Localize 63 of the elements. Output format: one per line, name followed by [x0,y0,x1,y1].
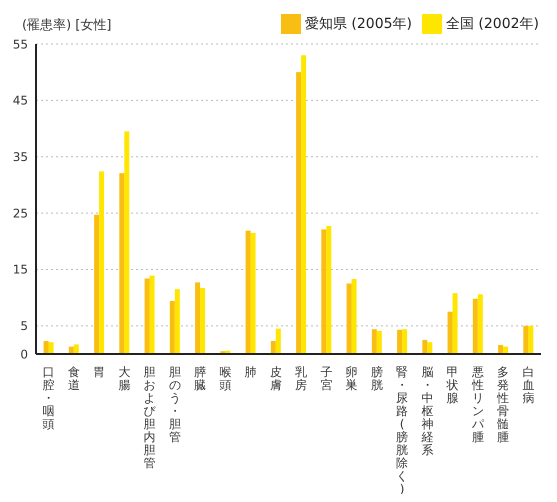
bar [397,330,402,354]
bar [352,279,357,354]
bar [523,326,528,354]
bar [427,342,432,354]
x-tick-label: 膀胱 [370,365,383,392]
bar [402,329,408,354]
bar [270,341,276,354]
bar [346,284,352,354]
x-tick-label: 喉頭 [219,365,232,392]
bar [200,288,206,354]
bar [422,340,428,354]
y-tick-label: 35 [12,150,28,164]
chart-title: (罹患率) [女性] [22,17,112,34]
x-tick-label: 胆および胆内胆管 [144,365,157,470]
bar [448,312,453,354]
bar [296,72,302,354]
x-tick-label: 子宮 [320,365,332,392]
bar [195,282,200,354]
x-tick-label: 卵巣 [346,365,358,392]
bar [170,301,175,354]
bar [472,298,478,354]
bar [144,278,150,354]
bar [99,171,104,354]
bar [376,330,382,354]
bar [326,226,332,354]
bar [452,293,458,354]
x-tick-label: 食道 [68,365,80,392]
bar [478,294,483,354]
y-tick-label: 5 [20,319,28,334]
x-tick-label: 白血病 [522,365,534,405]
bar [124,131,130,354]
y-tick-label: 25 [12,206,28,220]
x-tick-label: 乳房 [295,365,308,392]
x-tick-label: 甲状腺 [446,365,459,405]
y-tick-label: 55 [12,37,28,52]
x-tick-label: 口腔・咽頭 [42,365,55,431]
x-tick-label: 大腸 [118,365,130,392]
x-tick-label: 胃 [93,365,106,379]
bar [246,230,251,354]
bar [48,342,54,354]
bar [44,341,49,354]
legend-label: 全国 (2002年) [446,15,539,33]
bar [250,232,256,354]
x-tick-label: 胆のう・胆管 [168,365,181,444]
y-tick-label: 0 [20,347,28,362]
x-tick-label: 肺 [244,365,257,379]
bar [174,289,180,354]
x-tick-label: 悪性リンパ腫 [470,365,485,444]
x-tick-label: 多発性骨髄腫 [496,365,510,444]
bar [372,329,377,354]
bar [94,214,100,354]
y-tick-label: 45 [12,94,28,108]
y-tick-label: 15 [12,262,28,277]
bar [276,328,281,354]
bar [150,276,155,354]
x-tick-label: 皮膚 [270,365,282,392]
x-tick-label: 膵臓 [194,365,206,392]
bar [301,55,306,354]
bar [528,326,534,354]
legend-label: 愛知県 (2005年) [304,15,412,33]
bar [321,229,326,354]
x-tick-label: 脳・中枢神経系 [420,365,434,457]
bar [119,173,124,354]
